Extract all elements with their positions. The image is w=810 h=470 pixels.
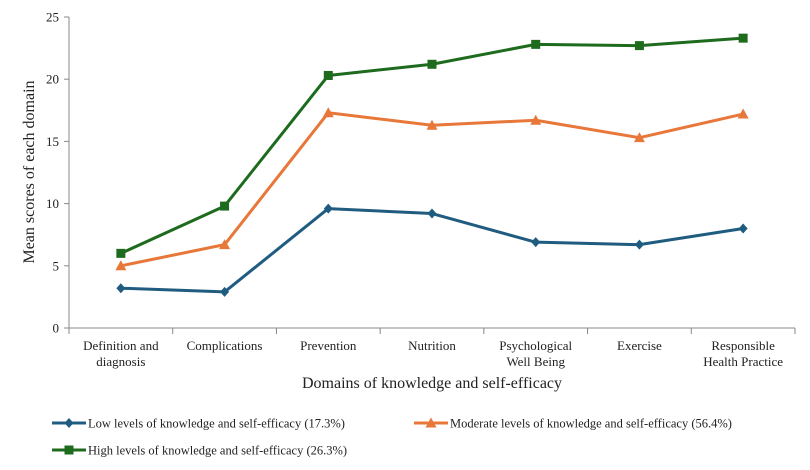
x-category-label-line: Prevention [300,338,357,353]
data-point [322,107,334,118]
legend-label: Low levels of knowledge and self-efficac… [88,417,345,431]
data-point [427,59,437,69]
data-point [530,114,542,125]
x-axis-title: Domains of knowledge and self-efficacy [302,375,562,392]
data-point [323,203,333,214]
data-point [116,248,126,258]
x-category-label-line: diagnosis [96,354,145,369]
legend-marker [64,445,74,455]
data-point [219,239,231,250]
x-category-label-line: Exercise [617,338,662,353]
y-tick-label: 15 [46,134,59,149]
data-point [737,108,749,119]
series-line [120,36,744,255]
x-category-label: Complications [187,338,263,353]
data-point [634,41,644,51]
y-tick-label: 10 [46,196,59,211]
series-2 [115,107,749,271]
data-point [116,283,126,294]
x-category-label-line: Well Being [506,354,565,369]
data-point [427,208,437,219]
series-line [120,207,744,294]
legend-marker [64,418,74,428]
x-category-label: Nutrition [408,338,456,353]
x-category-label: Prevention [300,338,357,353]
data-point [531,39,541,49]
y-tick-label: 20 [46,72,59,87]
legend: Low levels of knowledge and self-efficac… [52,417,732,458]
data-point [633,132,645,143]
y-tick-label: 25 [46,10,59,25]
data-point [220,201,230,211]
legend-item: Low levels of knowledge and self-efficac… [52,417,345,431]
data-point [634,239,644,250]
y-axis: 0 5 10 15 20 25 [46,10,70,336]
data-point [738,33,748,43]
x-category-label-line: Health Practice [703,354,783,369]
data-point [220,286,230,297]
x-category-label-line: Psychological [499,338,572,353]
series-1 [116,203,748,297]
x-category-label: Exercise [617,338,662,353]
data-point [738,223,748,234]
x-category-label: Definition and diagnosis [83,338,159,369]
x-category-label: Responsible Health Practice [703,338,783,369]
data-point [426,119,438,130]
x-axis: Definition and diagnosis Complications Prev… [68,327,796,369]
data-point [115,260,127,271]
legend-label: Moderate levels of knowledge and self-ef… [450,417,732,431]
x-category-label-line: Definition and [83,338,159,353]
legend-item: High levels of knowledge and self-effica… [52,444,347,458]
x-category-label-line: Complications [187,338,263,353]
y-tick-label: 5 [53,258,60,273]
data-point [323,70,333,80]
legend-marker [425,417,437,428]
y-tick-label: 0 [53,321,60,336]
data-point [531,237,541,248]
x-category-label-line: Responsible [711,338,775,353]
y-axis-title: Mean scores of each domain [21,80,38,263]
x-category-label: Psychological Well Being [499,338,572,369]
series-3 [116,33,748,258]
legend-item: Moderate levels of knowledge and self-ef… [414,417,732,431]
x-category-label-line: Nutrition [408,338,456,353]
series-layer [115,33,749,297]
legend-label: High levels of knowledge and self-effica… [88,444,347,458]
